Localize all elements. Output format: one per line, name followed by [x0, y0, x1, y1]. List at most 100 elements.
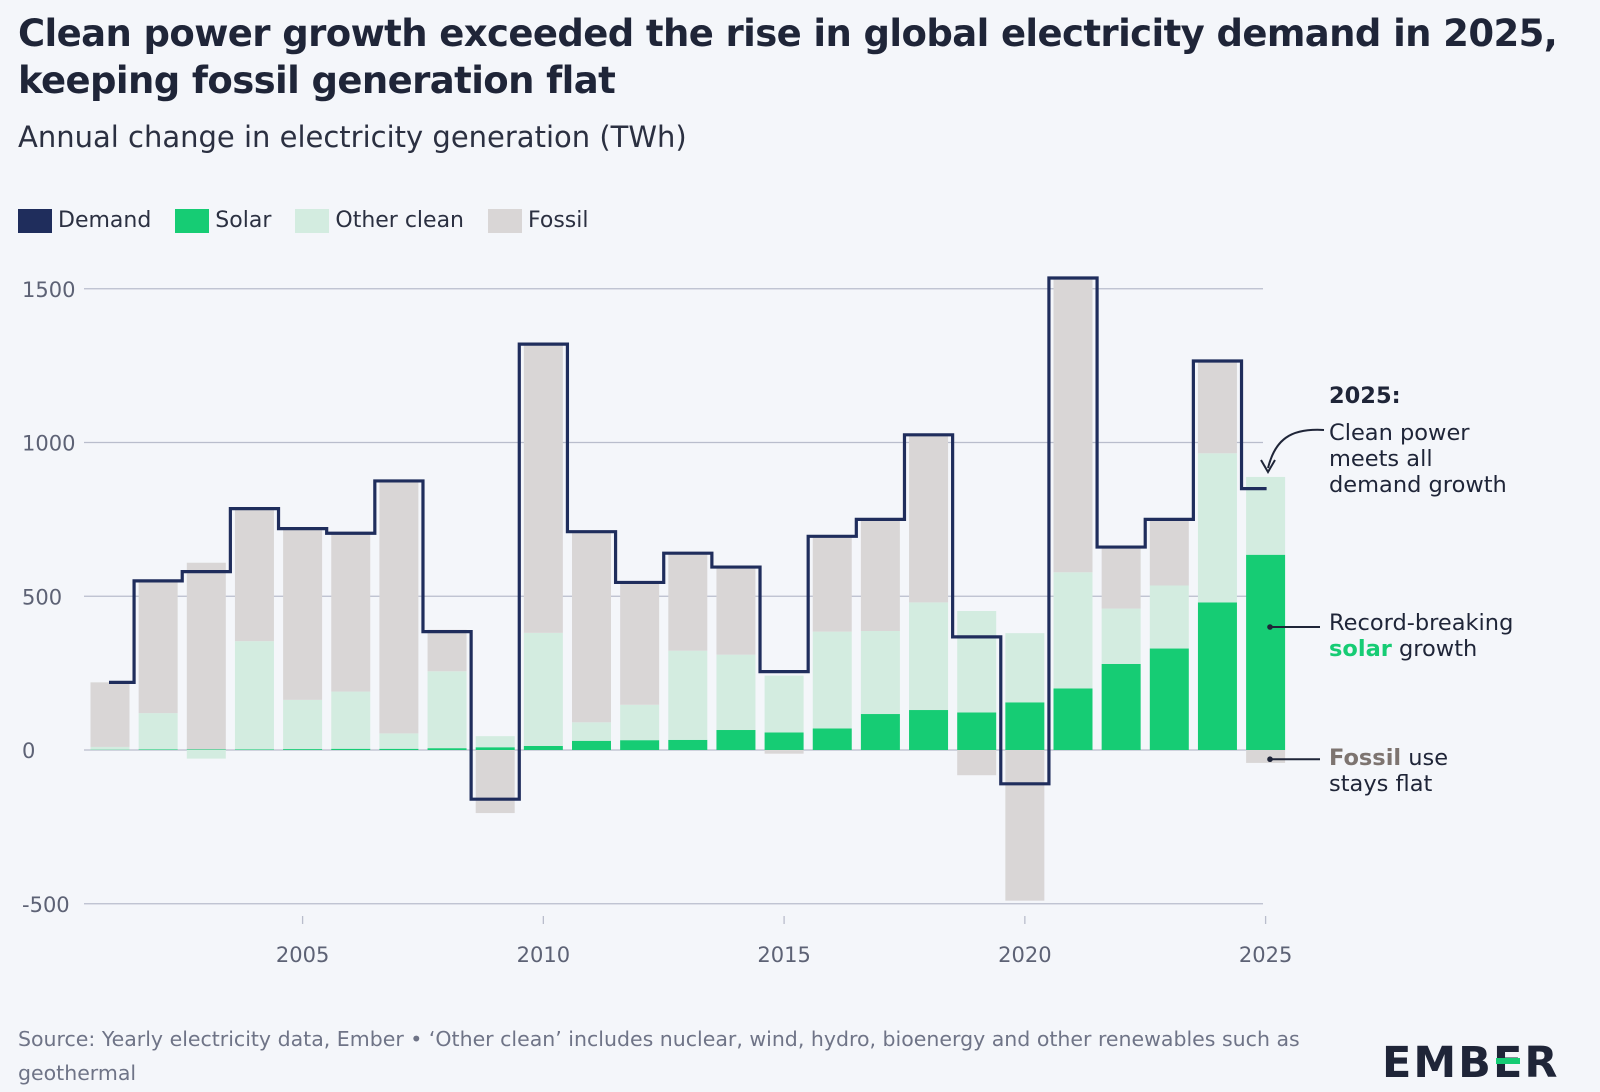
legend-item-other-clean: Other clean [295, 208, 464, 233]
page-subtitle: Annual change in electricity generation … [18, 120, 687, 154]
bar-other-clean [186, 750, 226, 759]
bar-fossil [620, 582, 660, 705]
bar-solar [186, 749, 226, 750]
bar-solar [523, 746, 563, 750]
bar-other-clean [812, 631, 852, 729]
annotation-2025-line: meets all [1329, 446, 1433, 472]
logo-mark: E [1492, 1038, 1525, 1088]
bar-other-clean [572, 722, 611, 741]
annotation-solar-line2: solar growth [1329, 636, 1477, 662]
legend-swatch-demand [18, 208, 52, 233]
x-axis-labels: 2005 2010 2015 2020 2025 [276, 916, 1292, 967]
annotation-solar-rest: growth [1392, 636, 1477, 662]
y-tick-label: 1500 [22, 278, 75, 302]
bar-solar [379, 748, 419, 750]
annotation-fossil-bold: Fossil [1329, 745, 1401, 771]
chart-area: 1500 1000 500 0 -500 2005 2010 2015 2020 2025 20… [22, 276, 1513, 967]
bar-solar [138, 749, 178, 750]
bar-fossil [957, 750, 997, 776]
x-tick-label: 2025 [1239, 943, 1292, 967]
bar-fossil [1149, 520, 1189, 586]
bar-other-clean [138, 713, 178, 750]
x-tick-label: 2020 [998, 943, 1051, 967]
annotation-solar-bold: solar [1329, 636, 1393, 662]
bar-other-clean [764, 675, 804, 733]
bar-fossil [1101, 547, 1141, 609]
page-title: Clean power growth exceeded the rise in … [18, 12, 1558, 102]
bar-other-clean [523, 632, 563, 747]
bar-solar [1005, 702, 1045, 750]
bar-solar [812, 728, 852, 750]
bar-other-clean [1053, 572, 1093, 689]
bar-other-clean [379, 733, 419, 749]
legend-swatch-solar [175, 208, 210, 233]
bar-solar [427, 748, 467, 750]
logo-text-pre: EMB [1382, 1038, 1493, 1088]
bar-fossil [523, 343, 563, 633]
bar-fossil [427, 629, 467, 672]
bar-other-clean [668, 650, 708, 740]
annotation-fossil-line2: stays flat [1329, 771, 1432, 797]
bar-fossil [812, 536, 852, 632]
bar-other-clean [1101, 608, 1141, 664]
annotation-arrow-head [1260, 459, 1276, 474]
bar-solar [572, 740, 611, 750]
ember-logo: EMBER [1382, 1038, 1559, 1088]
legend-label-solar: Solar [215, 208, 272, 233]
legend-item-solar: Solar [175, 208, 271, 233]
y-tick-label: 0 [22, 739, 35, 763]
y-tick-label: -500 [22, 893, 70, 917]
y-tick-label: 500 [22, 585, 62, 609]
bar-fossil [331, 531, 371, 692]
legend-label-other-clean: Other clean [335, 208, 465, 233]
bar-solar [283, 749, 323, 750]
bar-solar [1197, 602, 1237, 750]
bar-fossil [1197, 361, 1237, 454]
legend-item-fossil: Fossil [488, 208, 589, 233]
bar-solar [234, 749, 274, 750]
demand-step-line [109, 276, 1267, 801]
annotation-fossil-rest: use [1401, 745, 1448, 771]
bar-solar [1246, 554, 1286, 750]
bar-fossil [234, 508, 274, 642]
y-axis-labels: 1500 1000 500 0 -500 [22, 278, 75, 917]
bar-other-clean [909, 602, 949, 711]
bar-solar [909, 710, 949, 750]
bar-other-clean [331, 691, 371, 749]
bar-solar [860, 714, 900, 750]
bar-solar [1053, 688, 1093, 750]
bar-other-clean [1197, 453, 1237, 603]
bar-solar [764, 732, 804, 750]
annotation-solar-line1: Record-breaking [1329, 610, 1513, 636]
stacked-bars [90, 278, 1286, 901]
bar-fossil [1005, 750, 1045, 901]
bar-other-clean [716, 654, 756, 731]
bar-fossil [475, 750, 515, 814]
bar-fossil [283, 527, 323, 700]
bar-solar [331, 748, 371, 750]
bar-fossil [764, 750, 804, 754]
bar-solar [1101, 663, 1141, 750]
bar-solar [668, 739, 708, 750]
y-tick-label: 1000 [22, 432, 75, 456]
bar-other-clean [427, 671, 467, 749]
bar-fossil [909, 434, 949, 603]
bar-other-clean [1005, 633, 1045, 703]
bar-other-clean [90, 746, 130, 750]
bar-other-clean [234, 641, 274, 750]
annotation-2025-line: Clean power [1329, 420, 1470, 446]
bar-solar [716, 730, 756, 750]
bar-fossil [572, 531, 611, 723]
bar-solar [957, 712, 997, 750]
bar-other-clean [957, 611, 997, 713]
bar-solar [475, 747, 515, 750]
logo-text-post: R [1524, 1038, 1560, 1088]
legend-label-fossil: Fossil [528, 208, 589, 233]
bar-other-clean [1149, 585, 1189, 649]
bar-fossil [860, 520, 900, 631]
bar-other-clean [620, 704, 660, 741]
bar-fossil [1246, 750, 1286, 763]
x-tick-label: 2005 [276, 943, 329, 967]
legend-swatch-fossil [488, 208, 523, 233]
bar-fossil [186, 562, 226, 750]
